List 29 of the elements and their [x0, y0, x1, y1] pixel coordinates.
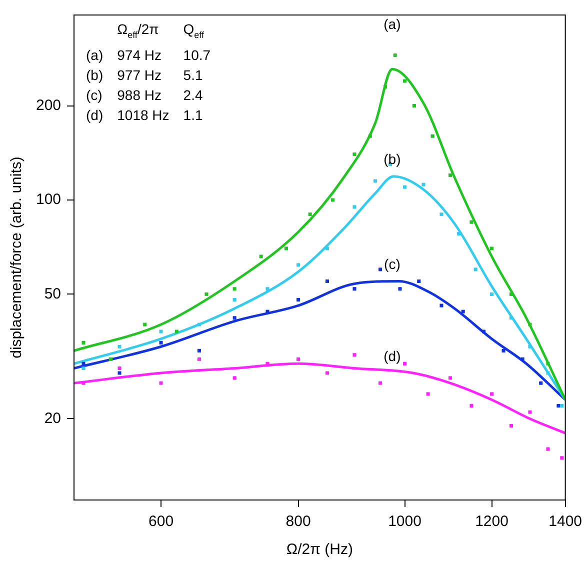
- annotation: 1.1: [183, 106, 204, 125]
- x-tick-label: 1400: [548, 513, 582, 530]
- x-tick-label: 600: [148, 513, 174, 530]
- x-axis-title: Ω/2π (Hz): [286, 541, 353, 558]
- annotation: 10.7: [183, 46, 211, 65]
- annotation: (d): [86, 106, 104, 125]
- annotation: Ω$_{eff}$/2π: [117, 20, 160, 42]
- annotation: Q$_{eff}$: [183, 20, 206, 42]
- annotation: 2.4: [183, 86, 204, 105]
- series-label: (b): [384, 151, 401, 168]
- x-tick-label: 1000: [388, 513, 422, 530]
- annotation: 5.1: [183, 66, 204, 85]
- annotation: 977 Hz: [117, 66, 162, 85]
- annotation: 988 Hz: [117, 86, 162, 105]
- y-tick-label: 200: [36, 96, 62, 114]
- text: (a): [384, 16, 401, 32]
- annotation: (c): [86, 86, 104, 105]
- annotation: (a): [86, 46, 104, 65]
- annotation: 1018 Hz: [117, 106, 170, 125]
- y-tick-label: 50: [44, 285, 62, 302]
- annotation: 974 Hz: [117, 46, 162, 65]
- annotation: (b): [86, 66, 104, 85]
- y-tick-label: 100: [36, 191, 62, 208]
- y-axis-title: displacement/force (arb. units): [8, 156, 26, 358]
- y-tick-label: 20: [44, 410, 62, 427]
- x-tick-label: 800: [286, 513, 311, 530]
- series-label: (d): [384, 348, 401, 364]
- x-tick-label: 1200: [475, 513, 508, 530]
- series-label: (c): [384, 256, 400, 272]
